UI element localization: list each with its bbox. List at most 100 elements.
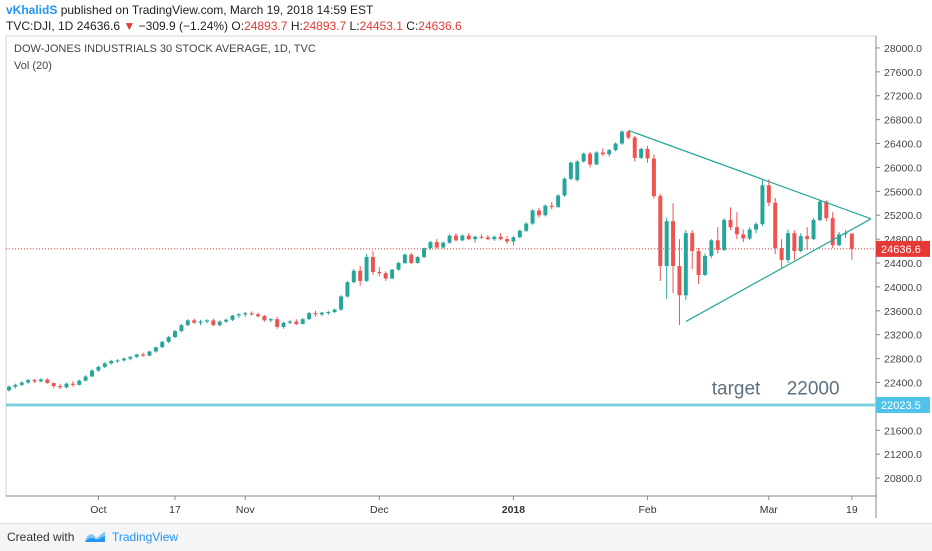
candle[interactable] <box>786 233 790 261</box>
candle[interactable] <box>402 254 407 264</box>
candle[interactable] <box>473 236 478 240</box>
candle[interactable] <box>409 254 414 264</box>
candle[interactable] <box>377 271 382 274</box>
candle[interactable] <box>319 312 324 315</box>
trendline-upper[interactable] <box>628 129 872 220</box>
candle[interactable] <box>128 356 133 359</box>
candle[interactable] <box>192 320 197 323</box>
candle[interactable] <box>224 319 229 322</box>
candle[interactable] <box>13 384 18 387</box>
candle[interactable] <box>696 251 701 275</box>
candle[interactable] <box>594 152 599 165</box>
candle[interactable] <box>741 234 746 239</box>
candle[interactable] <box>364 257 369 281</box>
candle[interactable] <box>766 185 771 203</box>
candle[interactable] <box>236 314 241 316</box>
candle[interactable] <box>651 158 656 197</box>
candle[interactable] <box>600 152 605 155</box>
candle[interactable] <box>173 331 177 338</box>
candle[interactable] <box>422 248 427 258</box>
candle[interactable] <box>415 257 420 264</box>
candle[interactable] <box>390 269 395 279</box>
candle[interactable] <box>434 242 439 248</box>
candle[interactable] <box>728 220 733 228</box>
candle[interactable] <box>690 233 695 252</box>
trendline-lower[interactable] <box>685 218 872 323</box>
candle[interactable] <box>262 316 267 321</box>
candle[interactable] <box>230 315 235 320</box>
candle[interactable] <box>287 321 292 323</box>
candle[interactable] <box>536 210 541 216</box>
candle[interactable] <box>479 236 484 238</box>
candle[interactable] <box>351 270 356 283</box>
candle[interactable] <box>326 312 331 313</box>
candle[interactable] <box>658 196 663 266</box>
candle[interactable] <box>256 314 261 317</box>
candle[interactable] <box>530 210 535 224</box>
candle[interactable] <box>575 161 580 180</box>
candle[interactable] <box>58 386 63 388</box>
candlestick-chart[interactable]: 20800.021200.021600.022000.022400.022800… <box>0 34 932 520</box>
candle[interactable] <box>792 233 797 252</box>
candle[interactable] <box>466 235 471 240</box>
candle[interactable] <box>671 221 676 266</box>
candle[interactable] <box>153 347 158 352</box>
candle[interactable] <box>102 363 107 367</box>
candle[interactable] <box>505 239 510 242</box>
candle[interactable] <box>109 360 114 364</box>
candle[interactable] <box>549 205 554 207</box>
candle[interactable] <box>639 148 644 158</box>
candle[interactable] <box>760 185 765 225</box>
candle[interactable] <box>19 382 24 385</box>
candle[interactable] <box>453 235 458 241</box>
plot-area[interactable] <box>5 35 877 497</box>
candle[interactable] <box>562 178 567 196</box>
candle[interactable] <box>664 221 669 266</box>
candle[interactable] <box>307 313 312 320</box>
candle[interactable] <box>45 379 50 384</box>
candle[interactable] <box>703 255 707 275</box>
candle[interactable] <box>147 351 152 356</box>
candle[interactable] <box>441 242 446 248</box>
candle[interactable] <box>294 321 299 324</box>
candle[interactable] <box>345 282 350 297</box>
candle[interactable] <box>556 195 561 207</box>
candle[interactable] <box>524 223 529 231</box>
candle[interactable] <box>773 202 778 249</box>
candle[interactable] <box>313 313 318 315</box>
candle[interactable] <box>339 296 344 310</box>
candle[interactable] <box>843 233 848 235</box>
candle[interactable] <box>588 153 593 165</box>
candle[interactable] <box>204 320 209 322</box>
candle[interactable] <box>26 380 31 383</box>
candle[interactable] <box>300 319 305 324</box>
candle[interactable] <box>677 266 682 296</box>
candle[interactable] <box>779 248 784 261</box>
candle[interactable] <box>121 358 126 361</box>
candle[interactable] <box>798 236 803 252</box>
candle[interactable] <box>607 150 612 155</box>
candle[interactable] <box>83 376 88 381</box>
candle[interactable] <box>498 236 503 240</box>
candle[interactable] <box>358 270 363 281</box>
candle[interactable] <box>370 257 375 272</box>
candle[interactable] <box>683 233 688 296</box>
candle[interactable] <box>811 220 816 240</box>
candle[interactable] <box>837 234 842 246</box>
candle[interactable] <box>70 383 75 385</box>
candle[interactable] <box>715 240 720 250</box>
candle[interactable] <box>709 240 714 256</box>
candle[interactable] <box>32 380 37 382</box>
candle[interactable] <box>511 237 516 242</box>
candle[interactable] <box>568 162 573 179</box>
candle[interactable] <box>613 143 618 151</box>
candle[interactable] <box>830 218 835 246</box>
target-annotation[interactable]: target 22000 <box>712 378 840 399</box>
candle[interactable] <box>141 354 146 356</box>
candle[interactable] <box>332 309 337 312</box>
candle[interactable] <box>492 236 497 240</box>
candle[interactable] <box>7 386 11 391</box>
candle[interactable] <box>517 230 522 238</box>
candle[interactable] <box>217 321 222 326</box>
candle[interactable] <box>90 370 94 377</box>
